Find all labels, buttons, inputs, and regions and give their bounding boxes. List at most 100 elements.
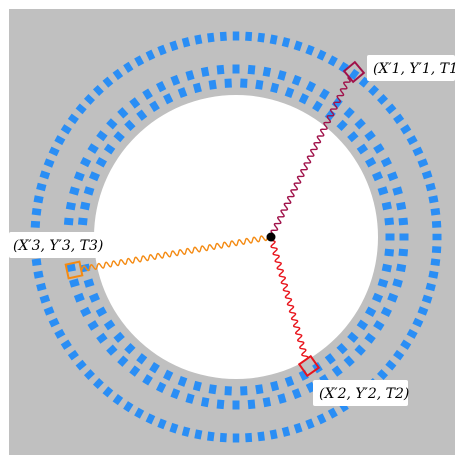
detector-block xyxy=(412,317,424,328)
detector-block xyxy=(381,263,392,273)
detector-block xyxy=(305,418,315,430)
detector-block xyxy=(398,248,409,257)
detector-block xyxy=(142,374,153,386)
detector-block xyxy=(149,100,160,112)
detector-block xyxy=(365,157,377,168)
detector-block xyxy=(347,131,359,143)
detector-block xyxy=(112,394,124,406)
hit-label-1: (X′1, Y′1, T1) xyxy=(367,55,457,81)
detector-block xyxy=(39,170,51,180)
detector-block xyxy=(377,369,389,381)
detector-block xyxy=(142,88,153,100)
detector-block xyxy=(96,130,108,142)
detector-block xyxy=(83,278,95,288)
detector-block xyxy=(387,171,399,182)
detector-block xyxy=(106,118,118,130)
detector-block xyxy=(257,431,265,442)
detector-block xyxy=(421,170,433,180)
detector-block xyxy=(87,320,99,331)
detector-block xyxy=(30,220,41,228)
detector-block xyxy=(60,339,72,350)
detector-block xyxy=(240,78,248,88)
detector-block xyxy=(270,82,280,94)
detector-block xyxy=(54,135,66,146)
detector-block xyxy=(385,359,397,371)
detector-block xyxy=(347,331,359,343)
detector-block xyxy=(208,384,217,395)
detector-block xyxy=(232,433,240,443)
gamma-ray-2 xyxy=(268,236,309,361)
detector-block xyxy=(170,74,181,86)
detector-block xyxy=(129,365,141,377)
detector-block xyxy=(316,49,327,61)
detector-block xyxy=(207,32,215,43)
detector-block xyxy=(181,426,191,437)
detector-block xyxy=(392,278,403,288)
detector-block xyxy=(358,76,370,88)
detector-block xyxy=(88,292,100,303)
detector-block xyxy=(219,432,227,443)
detector-block xyxy=(257,32,265,43)
hit-label-2: (X′2, Y′2, T2) xyxy=(313,380,409,406)
detector-block xyxy=(298,369,309,381)
detector-block xyxy=(324,353,336,365)
detector-block xyxy=(364,332,376,344)
detector-block xyxy=(33,195,44,204)
detector-block xyxy=(365,306,377,317)
detector-block xyxy=(65,201,76,211)
detector-block xyxy=(277,70,287,81)
detector-block xyxy=(398,217,409,226)
detector-block xyxy=(83,93,95,105)
detector-block xyxy=(385,103,397,115)
detector-block xyxy=(123,401,134,413)
detector-block xyxy=(60,124,72,135)
detector-block xyxy=(305,81,317,93)
detector-block xyxy=(207,431,215,442)
detector-block xyxy=(33,270,44,279)
detector-block xyxy=(96,332,108,344)
detector-block xyxy=(117,355,129,367)
detection-box-1 xyxy=(342,60,366,84)
detection-box-3 xyxy=(64,260,84,280)
detector-block xyxy=(269,34,278,45)
detector-block xyxy=(102,386,114,398)
annihilation-point xyxy=(266,232,276,242)
detector-block xyxy=(247,64,256,75)
detector-block xyxy=(65,263,76,273)
detector-block xyxy=(406,328,418,339)
detector-block xyxy=(129,97,141,109)
detector-block xyxy=(400,339,412,350)
detector-block xyxy=(117,107,129,119)
detector-block xyxy=(88,171,100,182)
detector-block xyxy=(431,220,442,228)
detector-block xyxy=(75,359,87,371)
detector-block xyxy=(356,143,369,155)
detector-block xyxy=(428,195,439,204)
detector-block xyxy=(269,429,278,440)
detector-block xyxy=(145,413,156,425)
detector-block xyxy=(373,320,385,331)
detector-block xyxy=(216,399,225,410)
detector-block xyxy=(163,93,174,105)
detector-block xyxy=(77,217,88,226)
detector-block xyxy=(431,246,442,254)
detector-block xyxy=(291,388,302,400)
detector-block xyxy=(134,407,145,419)
hit-label-1-text: (X′1, Y′1, T1) xyxy=(373,61,457,77)
detector-block xyxy=(95,306,107,317)
detector-block xyxy=(192,82,202,94)
detector-block xyxy=(134,55,145,67)
detector-block xyxy=(200,397,210,408)
detector-block xyxy=(245,31,253,42)
detector-block xyxy=(103,143,116,155)
detector-block xyxy=(157,44,167,56)
detector-block xyxy=(392,186,403,196)
detector-block xyxy=(343,355,355,367)
detector-block xyxy=(377,278,389,288)
detector-block xyxy=(385,233,395,241)
detector-block xyxy=(136,353,148,365)
detector-block xyxy=(432,233,442,241)
detector-block xyxy=(95,157,107,168)
